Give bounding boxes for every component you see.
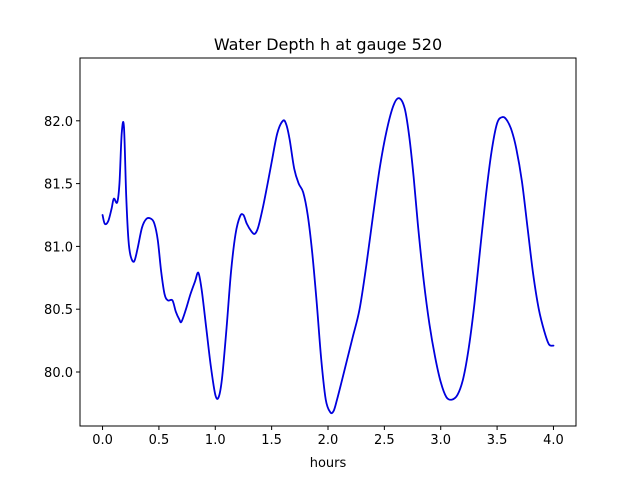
axis-ticks: 0.0 0.5 1.0 1.5 2.0 2.5 3.0 3.5 4.0 80.0 80.5 81.0 8… bbox=[44, 115, 564, 448]
x-tick-label: 2.0 bbox=[318, 433, 339, 448]
x-tick-label: 1.5 bbox=[261, 433, 282, 448]
x-tick-label: 2.5 bbox=[374, 433, 395, 448]
water-depth-series-line bbox=[101, 97, 555, 415]
x-tick-label: 3.5 bbox=[487, 433, 508, 448]
y-tick-label: 81.5 bbox=[44, 178, 73, 193]
x-tick-label: 0.0 bbox=[92, 433, 113, 448]
x-tick-label: 1.0 bbox=[205, 433, 226, 448]
x-tick-label: 3.0 bbox=[430, 433, 451, 448]
x-axis-label: hours bbox=[310, 456, 347, 471]
y-tick-label: 80.0 bbox=[44, 366, 73, 381]
y-tick-label: 82.0 bbox=[44, 115, 73, 130]
chart-title: Water Depth h at gauge 520 bbox=[214, 35, 442, 54]
y-tick-label: 81.0 bbox=[44, 240, 73, 255]
y-tick-label: 80.5 bbox=[44, 303, 73, 318]
x-tick-label: 0.5 bbox=[149, 433, 170, 448]
x-tick-label: 4.0 bbox=[543, 433, 564, 448]
plot-frame bbox=[79, 57, 577, 427]
